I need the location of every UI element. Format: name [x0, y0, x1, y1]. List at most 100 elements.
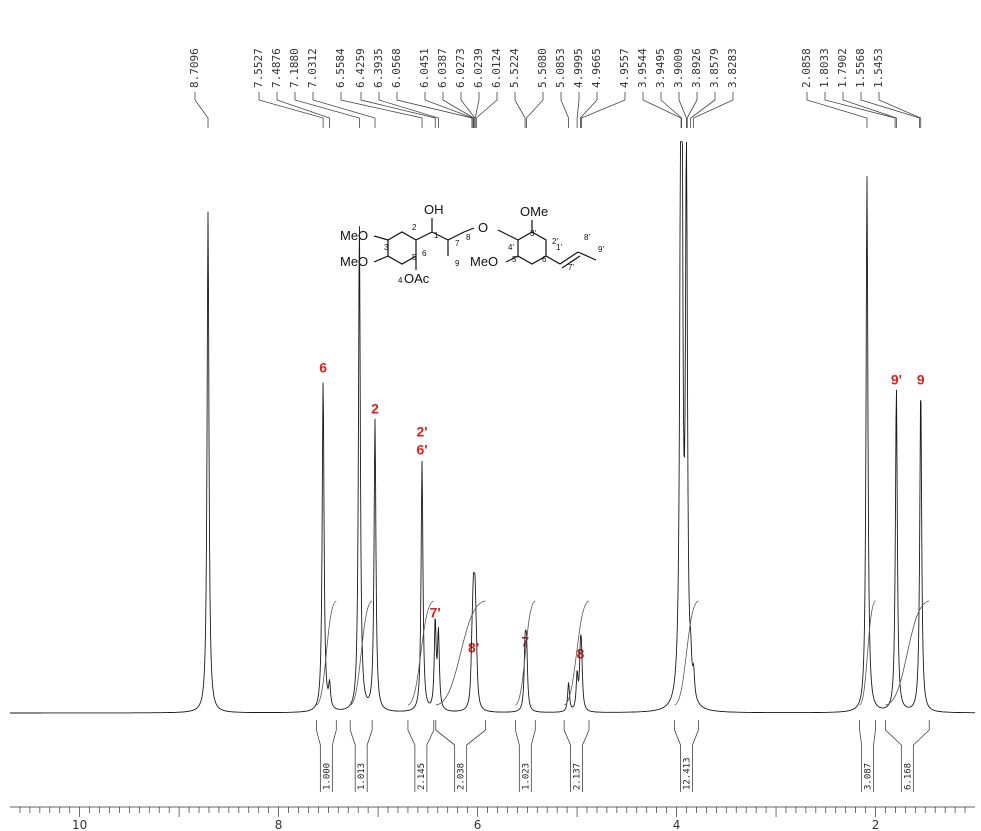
- atom-number: 1: [434, 231, 439, 240]
- assignment-labels: 626'2'7'8' 789' 9: [319, 360, 925, 662]
- integration-bracket: [316, 720, 337, 792]
- integration-region: 3.087: [859, 600, 876, 792]
- peak-label-group: 8.7096 7.5527 7.4876 7.1880 7.0312 6.5584 6.42…: [188, 48, 885, 88]
- peak-label: 5.0853: [554, 48, 567, 88]
- bond: [561, 255, 581, 269]
- integration-curve: [859, 600, 876, 706]
- label-connector: [678, 92, 687, 128]
- integration-value: 2.038: [457, 763, 467, 790]
- peak-label: 8.7096: [188, 48, 201, 88]
- spectrum-trace: [10, 141, 975, 714]
- spectrum-line: [10, 141, 975, 714]
- peak-label: 1.8033: [818, 48, 831, 88]
- label-connector: [581, 92, 626, 128]
- integration-value: 1.013: [357, 763, 367, 790]
- label-connector: [474, 92, 480, 128]
- peak-label: 3.9495: [654, 48, 667, 88]
- label-connector: [396, 92, 473, 128]
- integration-region: 1.013: [349, 600, 373, 792]
- bond: [463, 227, 475, 233]
- meo-5p-label: MeO: [470, 254, 498, 269]
- integration-bracket: [674, 720, 699, 792]
- peak-label: 2.0858: [800, 48, 813, 88]
- bond: [559, 251, 579, 265]
- label-connector: [258, 92, 324, 128]
- assignment-label: 9: [917, 371, 925, 387]
- peak-label: 5.5224: [508, 48, 521, 88]
- peak-label: 7.0312: [306, 48, 319, 88]
- atom-number: 9: [455, 259, 460, 268]
- label-connector: [294, 92, 360, 128]
- bond: [447, 231, 465, 241]
- peak-label: 4.9557: [618, 48, 631, 88]
- peak-label: 1.5453: [872, 48, 885, 88]
- axis-tick-label: 4: [673, 818, 681, 831]
- integration-region: 1.000: [316, 600, 337, 792]
- integration-curve: [563, 600, 590, 706]
- atom-number: 2: [412, 223, 417, 232]
- assignment-label: 2': [416, 423, 427, 439]
- label-connector: [442, 92, 475, 128]
- label-connector: [194, 92, 209, 128]
- label-connector: [475, 92, 498, 128]
- atom-number: 9': [598, 245, 604, 254]
- integration-bracket: [859, 720, 876, 792]
- label-connector: [360, 92, 436, 128]
- atom-numbers: 3 4 5 2 16 78 9 3' 4' 5' 2' 6' 1' 7' 8' 9': [384, 223, 604, 285]
- integration-curve: [349, 600, 373, 706]
- integration-bracket: [514, 720, 536, 792]
- assignment-label: 8': [468, 640, 479, 656]
- label-connector: [312, 92, 376, 128]
- peak-label: 4.9665: [590, 48, 603, 88]
- peak-label: 6.4259: [354, 48, 367, 88]
- label-connector: [693, 92, 734, 128]
- peak-label: 1.5568: [854, 48, 867, 88]
- peak-label: 6.0568: [390, 48, 403, 88]
- atom-number: 7: [455, 239, 460, 248]
- integration-region: 2.145: [407, 600, 435, 792]
- label-connector: [878, 92, 922, 128]
- peak-label: 3.8926: [690, 48, 703, 88]
- assignment-label: 2: [371, 401, 379, 417]
- peak-label: 7.5527: [252, 48, 265, 88]
- peak-label: 6.0451: [418, 48, 431, 88]
- label-connector: [824, 92, 896, 128]
- label-connector: [576, 92, 580, 128]
- label-connector: [842, 92, 897, 128]
- integration-curve: [885, 600, 930, 706]
- peak-label: 6.0387: [436, 48, 449, 88]
- integration-curve: [515, 600, 536, 706]
- integration-bracket: [563, 720, 590, 792]
- integration-value: 6.168: [903, 763, 913, 790]
- peak-label: 3.8283: [726, 48, 739, 88]
- meo-4-label: MeO: [340, 254, 368, 269]
- integration-curve: [316, 600, 337, 706]
- assignment-label: 6: [319, 360, 327, 376]
- atom-number: 4: [398, 276, 403, 285]
- peak-label: 3.8579: [708, 48, 721, 88]
- peak-label: 3.9544: [636, 48, 649, 88]
- atom-number: 1': [556, 243, 562, 252]
- integration-value: 2.137: [573, 763, 583, 790]
- integration-region: 12.413: [674, 600, 699, 792]
- peak-label: 6.0124: [490, 48, 503, 88]
- label-connector: [860, 92, 921, 128]
- peak-label-connectors: [194, 92, 922, 128]
- chemical-structure: [373, 218, 597, 270]
- bond: [505, 255, 519, 263]
- label-connector: [690, 92, 716, 128]
- integration-curve: [407, 600, 435, 706]
- peak-label: 1.7902: [836, 48, 849, 88]
- peak-label: 5.5080: [536, 48, 549, 88]
- label-connector: [340, 92, 423, 128]
- label-connector: [806, 92, 868, 128]
- peak-label: 7.4876: [270, 48, 283, 88]
- bond: [497, 229, 519, 241]
- integration-bracket: [407, 720, 435, 792]
- label-connector: [579, 92, 598, 128]
- assignment-label: 6': [416, 441, 427, 457]
- axis-tick-label: 6: [474, 818, 482, 831]
- chemical-structure-labels: OH O OMe MeO MeO MeO OAc 3 4 5 2 16 78 9 3' 4' 5'…: [340, 202, 604, 286]
- integration-region: 1.023: [514, 600, 536, 792]
- integration-region: 2.137: [563, 600, 590, 792]
